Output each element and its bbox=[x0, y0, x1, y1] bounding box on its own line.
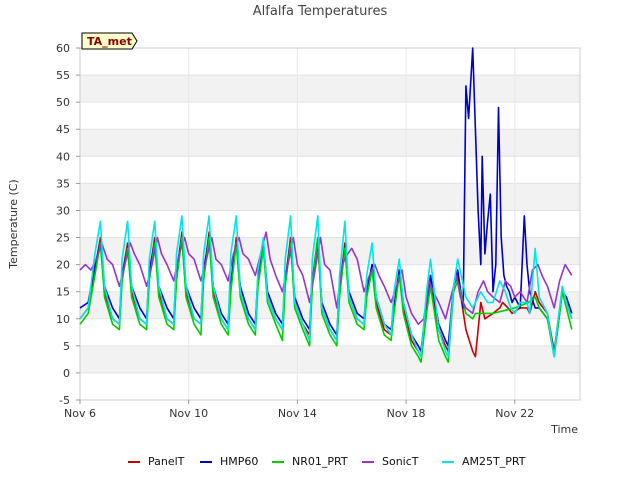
x-tick-label: Nov 6 bbox=[64, 407, 96, 420]
grid-band bbox=[80, 345, 580, 373]
y-tick-label: -5 bbox=[59, 394, 70, 407]
y-axis-title: Temperature (C) bbox=[7, 179, 20, 269]
x-axis: Nov 6 Nov 10 Nov 14 Nov 18 Nov 22 bbox=[64, 400, 534, 420]
legend-item: AM25T_PRT bbox=[442, 455, 526, 468]
grid-band bbox=[80, 183, 580, 211]
series-line-sonict bbox=[79, 231, 573, 326]
y-tick-label: 50 bbox=[56, 96, 70, 109]
legend-label: NR01_PRT bbox=[292, 455, 348, 468]
legend-item: NR01_PRT bbox=[272, 455, 348, 468]
y-tick-label: 30 bbox=[56, 204, 70, 217]
badge-label: TA_met bbox=[87, 35, 132, 48]
y-axis: -5 0 5 10 15 20 25 30 35 40 45 50 55 60 bbox=[56, 42, 80, 407]
y-tick-label: 55 bbox=[56, 69, 70, 82]
y-tick-label: 60 bbox=[56, 42, 70, 55]
y-tick-label: 35 bbox=[56, 177, 70, 190]
y-tick-label: 40 bbox=[56, 150, 70, 163]
legend-item: PanelT bbox=[128, 455, 185, 468]
ta-met-badge: TA_met bbox=[81, 32, 138, 50]
x-tick-label: Nov 22 bbox=[495, 407, 534, 420]
legend-item: SonicT bbox=[362, 455, 419, 468]
x-tick-label: Nov 18 bbox=[387, 407, 426, 420]
y-tick-label: 5 bbox=[63, 340, 70, 353]
legend-item: HMP60 bbox=[200, 455, 258, 468]
legend-label: PanelT bbox=[148, 455, 185, 468]
series-line-am25t-prt bbox=[79, 215, 573, 358]
legend: PanelT HMP60 NR01_PRT SonicT AM25T_PRT bbox=[128, 455, 526, 468]
chart-title: Alfalfa Temperatures bbox=[253, 4, 388, 19]
grid-band bbox=[80, 129, 580, 157]
y-tick-label: 25 bbox=[56, 232, 70, 245]
y-tick-label: 45 bbox=[56, 123, 70, 136]
y-tick-label: 15 bbox=[56, 286, 70, 299]
legend-label: SonicT bbox=[382, 455, 419, 468]
x-axis-title: Time bbox=[550, 423, 578, 436]
x-tick-label: Nov 10 bbox=[169, 407, 208, 420]
series-lines bbox=[79, 47, 573, 363]
grid-band bbox=[80, 75, 580, 103]
legend-label: AM25T_PRT bbox=[462, 455, 526, 468]
y-tick-label: 0 bbox=[63, 367, 70, 380]
legend-label: HMP60 bbox=[220, 455, 258, 468]
y-tick-label: 10 bbox=[56, 313, 70, 326]
y-tick-label: 20 bbox=[56, 259, 70, 272]
x-tick-label: Nov 14 bbox=[278, 407, 317, 420]
plot-frame bbox=[79, 47, 581, 401]
